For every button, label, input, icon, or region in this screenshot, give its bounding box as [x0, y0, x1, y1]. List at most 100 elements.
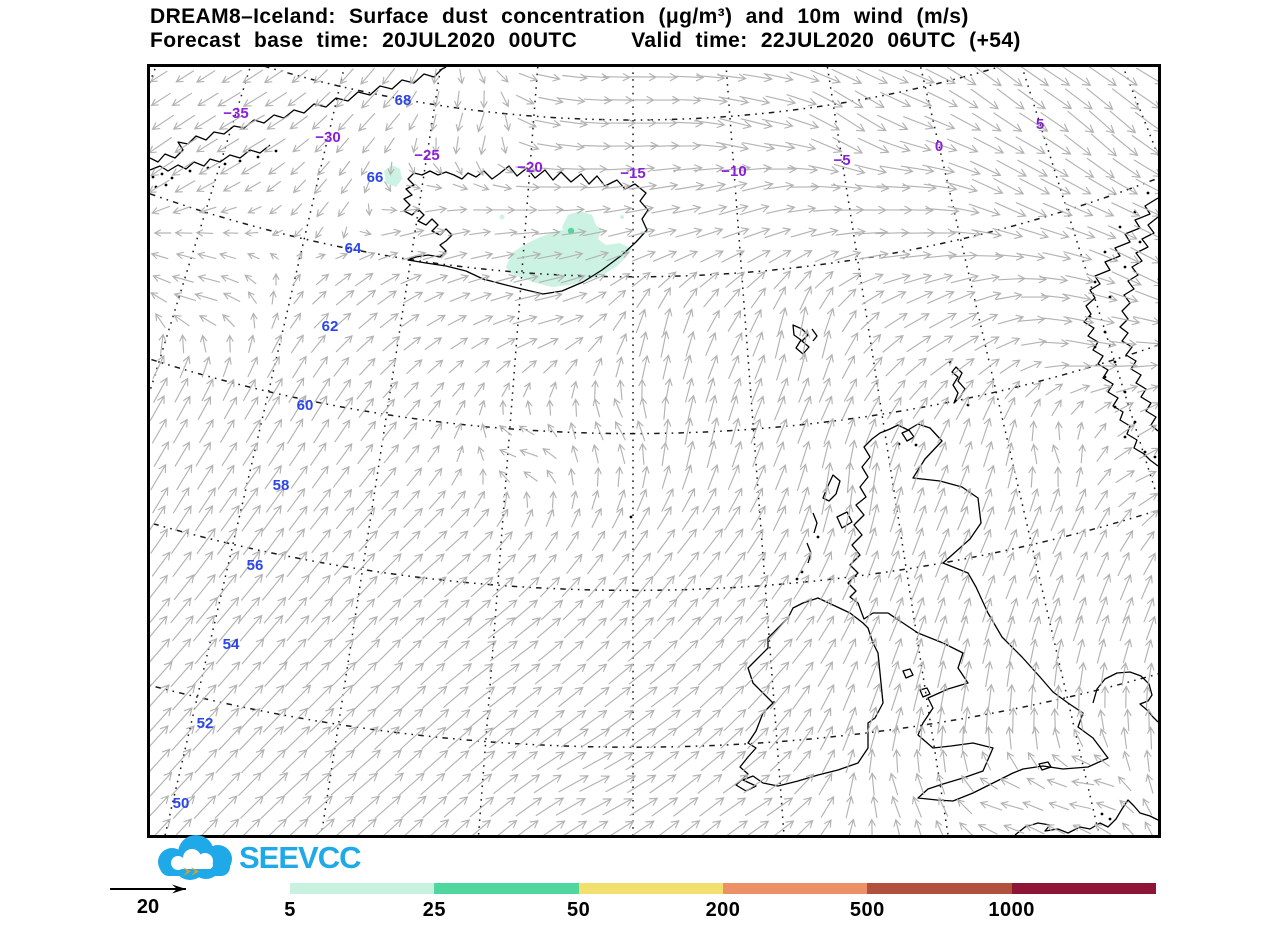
islet — [914, 443, 918, 447]
meridian-line — [919, 67, 1100, 835]
coastline — [812, 512, 818, 534]
coastline — [836, 511, 853, 529]
parallel-line — [150, 67, 1158, 835]
islet — [1118, 225, 1122, 229]
colorbar-segment — [1011, 883, 1156, 894]
coastline-layer — [150, 67, 1158, 835]
islet — [629, 515, 633, 519]
islet — [1103, 250, 1107, 254]
coastline — [1092, 671, 1158, 723]
map-canvas: 68 66 64 62 60 58 56 54 52 50 −35 −30 −25 −20 −15 −10 −5… — [150, 67, 1158, 835]
parallel-line — [150, 177, 1158, 278]
islet — [1133, 420, 1137, 424]
islet — [1113, 360, 1117, 364]
coastline — [901, 429, 915, 442]
coastline — [811, 328, 818, 342]
latitude-label: 68 — [395, 92, 412, 109]
latitude-label: 56 — [247, 557, 264, 574]
islet — [1103, 375, 1107, 379]
coastline — [902, 668, 914, 679]
coastline — [150, 144, 271, 172]
islet — [1108, 817, 1112, 821]
islet — [238, 159, 242, 163]
longitude-label: −25 — [414, 147, 439, 164]
islet — [1123, 265, 1127, 269]
islet — [1093, 280, 1097, 284]
islet — [800, 570, 804, 574]
islet — [1093, 345, 1097, 349]
colorbar-segment — [867, 883, 1012, 894]
coastline — [403, 165, 649, 295]
islet — [1146, 191, 1150, 195]
latitude-label: 66 — [367, 169, 384, 186]
islet — [1103, 330, 1107, 334]
islet — [160, 172, 164, 176]
longitude-label: −20 — [517, 159, 542, 176]
wind-reference-arrow — [110, 884, 186, 894]
islet — [1100, 812, 1104, 816]
latitude-label: 60 — [297, 397, 314, 414]
islet — [795, 577, 799, 581]
dust-patch — [384, 165, 402, 187]
islet — [1138, 240, 1142, 244]
parallel-line — [150, 67, 1158, 835]
colorbar-segment — [722, 883, 868, 894]
latitude-label: 58 — [273, 477, 290, 494]
valid-time: Valid time: 22JUL2020 06UTC (+54) — [631, 29, 1021, 52]
islet — [164, 183, 168, 187]
parallel-line — [150, 67, 1158, 835]
latitude-label: 54 — [223, 636, 240, 653]
longitude-label: −10 — [721, 163, 746, 180]
chevron-icon — [183, 867, 199, 876]
latitude-label: 64 — [345, 240, 362, 257]
latitude-label: 62 — [322, 318, 339, 335]
colorbar-tick-label: 200 — [705, 899, 741, 921]
colorbar-tick-label: 25 — [422, 899, 446, 921]
coastline — [1083, 197, 1158, 467]
islet — [816, 535, 820, 539]
parallel-line — [150, 67, 1158, 835]
title-block: DREAM8–Iceland: Surface dust concentrati… — [150, 5, 1021, 53]
islet — [1108, 295, 1112, 299]
islet — [170, 176, 174, 180]
colorbar-segment — [290, 883, 435, 894]
islet — [151, 175, 155, 179]
islet — [1123, 435, 1127, 439]
parallel-line — [150, 67, 1158, 835]
dust-spot — [620, 215, 624, 219]
colorbar-segment — [578, 883, 723, 894]
dust-spot — [567, 227, 575, 235]
islet — [223, 162, 227, 166]
colorbar-tick-label: 5 — [284, 899, 296, 921]
longitude-label: −5 — [833, 152, 850, 169]
islet — [1143, 450, 1147, 454]
meridian-line — [826, 67, 949, 835]
islet — [1113, 405, 1117, 409]
wind-ref-arrowhead — [172, 884, 186, 894]
logo-text: SEEVCCC — [239, 840, 361, 875]
dust-colorbar — [290, 883, 1156, 894]
coastline — [1119, 216, 1158, 432]
wind-vector-field — [150, 67, 1158, 835]
dust-spot — [499, 214, 505, 220]
page-subtitle: Forecast base time: 20JUL2020 00UTC Valid… — [150, 29, 1021, 53]
islet — [256, 155, 260, 159]
wind-arrows-layer — [150, 67, 1158, 835]
longitude-label: −15 — [620, 165, 645, 182]
coastline — [1038, 761, 1052, 771]
coastline — [735, 597, 884, 792]
islet — [274, 149, 278, 153]
seevccc-logo: SEEVCCC — [158, 835, 361, 880]
parallel-line — [150, 67, 1158, 835]
longitude-label: 5 — [1036, 116, 1044, 133]
dust-concentration-layer — [384, 165, 644, 287]
colorbar-tick-label: 1000 — [988, 899, 1035, 921]
latitude-label: 52 — [197, 715, 214, 732]
coastline — [951, 366, 966, 404]
longitude-label: −35 — [223, 105, 248, 122]
latitude-label: 50 — [173, 795, 190, 812]
colorbar-segment — [434, 883, 579, 894]
longitude-label: −30 — [315, 129, 340, 146]
wind-ref-value: 20 — [136, 896, 160, 918]
colorbar-tick-label: 500 — [849, 899, 885, 921]
